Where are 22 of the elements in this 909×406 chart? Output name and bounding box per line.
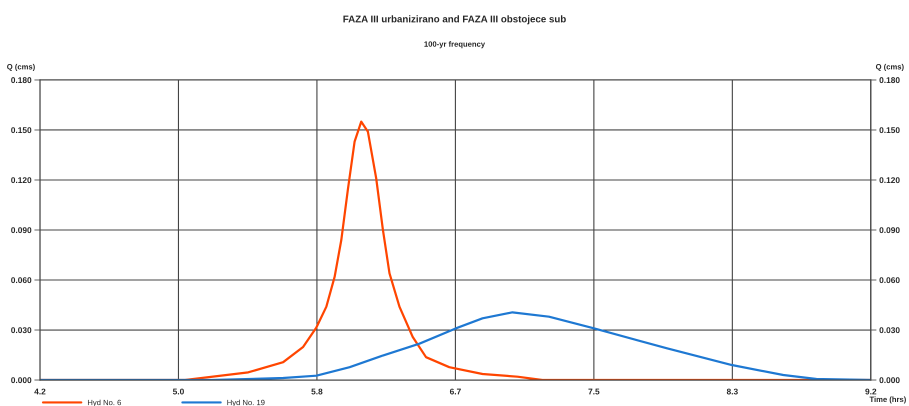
y2-tick-label: 0.030: [879, 327, 900, 334]
y2-tick-label: 0.090: [879, 227, 900, 234]
x-tick-label: 6.7: [450, 388, 461, 394]
y-tick-label: 0.030: [11, 327, 32, 334]
y-tick-label: 0.090: [11, 227, 32, 234]
y-tick-label: 0.120: [11, 177, 32, 184]
y-tick-label: 0.060: [11, 277, 32, 284]
y2-tick-label: 0.120: [879, 177, 900, 184]
x-tick-label: 5.0: [172, 388, 184, 394]
chart-title: FAZA III urbanizirano and FAZA III obstojece sub: [343, 15, 566, 24]
x-tick-label: 8.3: [726, 388, 738, 394]
y-tick-label: 0.180: [11, 77, 32, 84]
x-tick-label: 5.8: [311, 388, 322, 394]
x-tick-label: 7.5: [588, 388, 600, 394]
x-tick-label: 9.2: [865, 388, 876, 394]
y-tick-label: 0.150: [11, 127, 32, 134]
y2-tick-label: 0.180: [879, 77, 900, 84]
x-tick-label: 4.2: [34, 388, 46, 394]
y2-tick-label: 0.150: [879, 127, 900, 134]
y-tick-label: 0.000: [11, 377, 32, 384]
y2-tick-label: 0.060: [879, 277, 900, 284]
y2-tick-label: 0.000: [879, 377, 900, 384]
